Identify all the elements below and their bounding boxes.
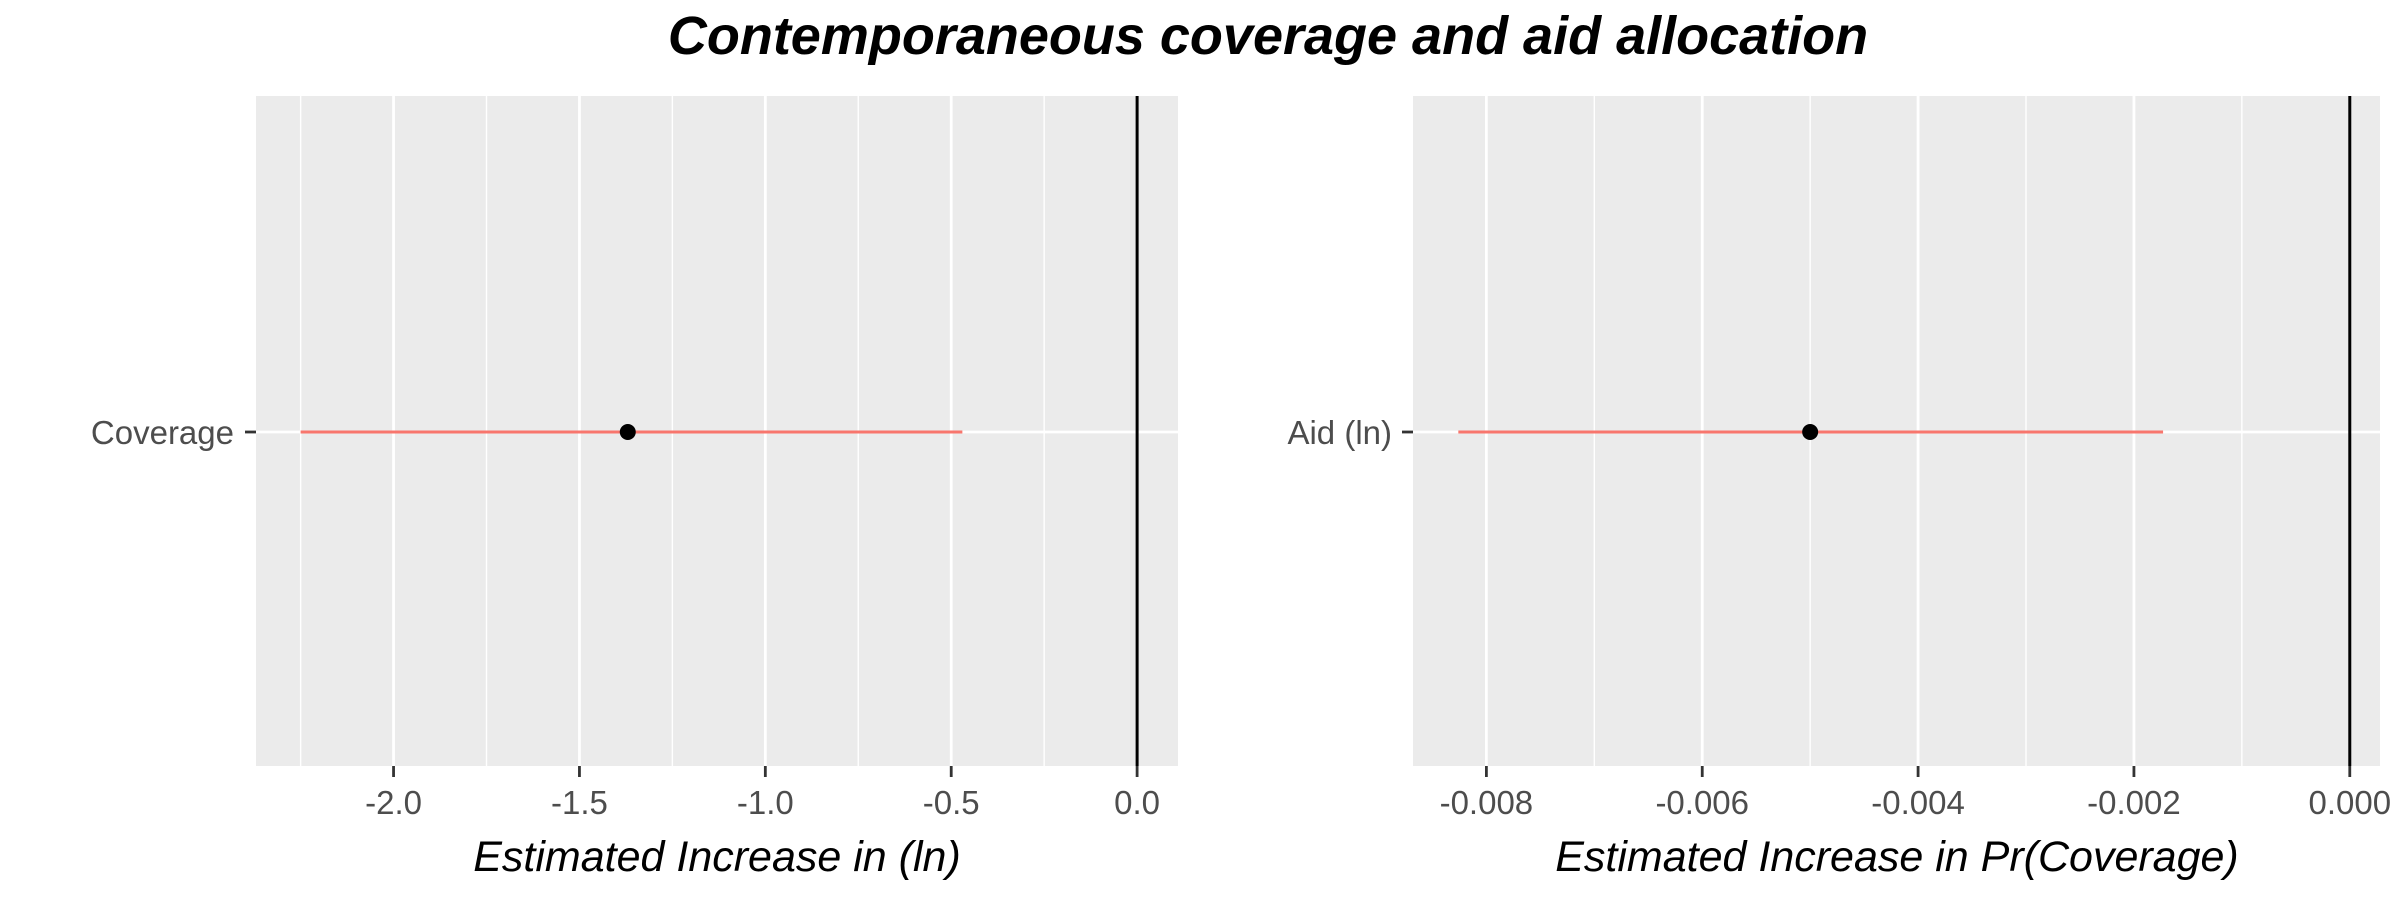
panel-1: Coverage -2.0 -1.5 -1.0 -0.5 0.0 Estimated Inc…: [91, 96, 1178, 881]
x-tick-label: 0.000: [2308, 784, 2391, 821]
x-tick-label: -1.5: [551, 784, 608, 821]
x-axis-title: Estimated Increase in Pr(Coverage): [1555, 833, 2239, 881]
y-tick-label: Aid (ln): [1287, 414, 1392, 451]
point-estimate: [1802, 424, 1819, 440]
x-tick-label: -0.006: [1655, 784, 1749, 821]
panels: Coverage -2.0 -1.5 -1.0 -0.5 0.0 Estimated Inc…: [91, 96, 2391, 881]
panel-2: Aid (ln) -0.008 -0.006 -0.004 -0.002 0.000 Est…: [1287, 96, 2391, 881]
y-tick-label: Coverage: [91, 414, 234, 451]
x-tick-label: -0.008: [1440, 784, 1534, 821]
x-tick-label: -0.002: [2087, 784, 2181, 821]
point-estimate: [619, 424, 636, 440]
figure-title: Contemporaneous coverage and aid allocat…: [668, 6, 1868, 66]
x-tick-label: -1.0: [737, 784, 794, 821]
x-tick-label: -0.004: [1871, 784, 1965, 821]
x-axis-title: Estimated Increase in (ln): [473, 833, 961, 881]
x-tick-label: -0.5: [923, 784, 980, 821]
x-tick-label: 0.0: [1114, 784, 1160, 821]
x-tick-label: -2.0: [365, 784, 422, 821]
